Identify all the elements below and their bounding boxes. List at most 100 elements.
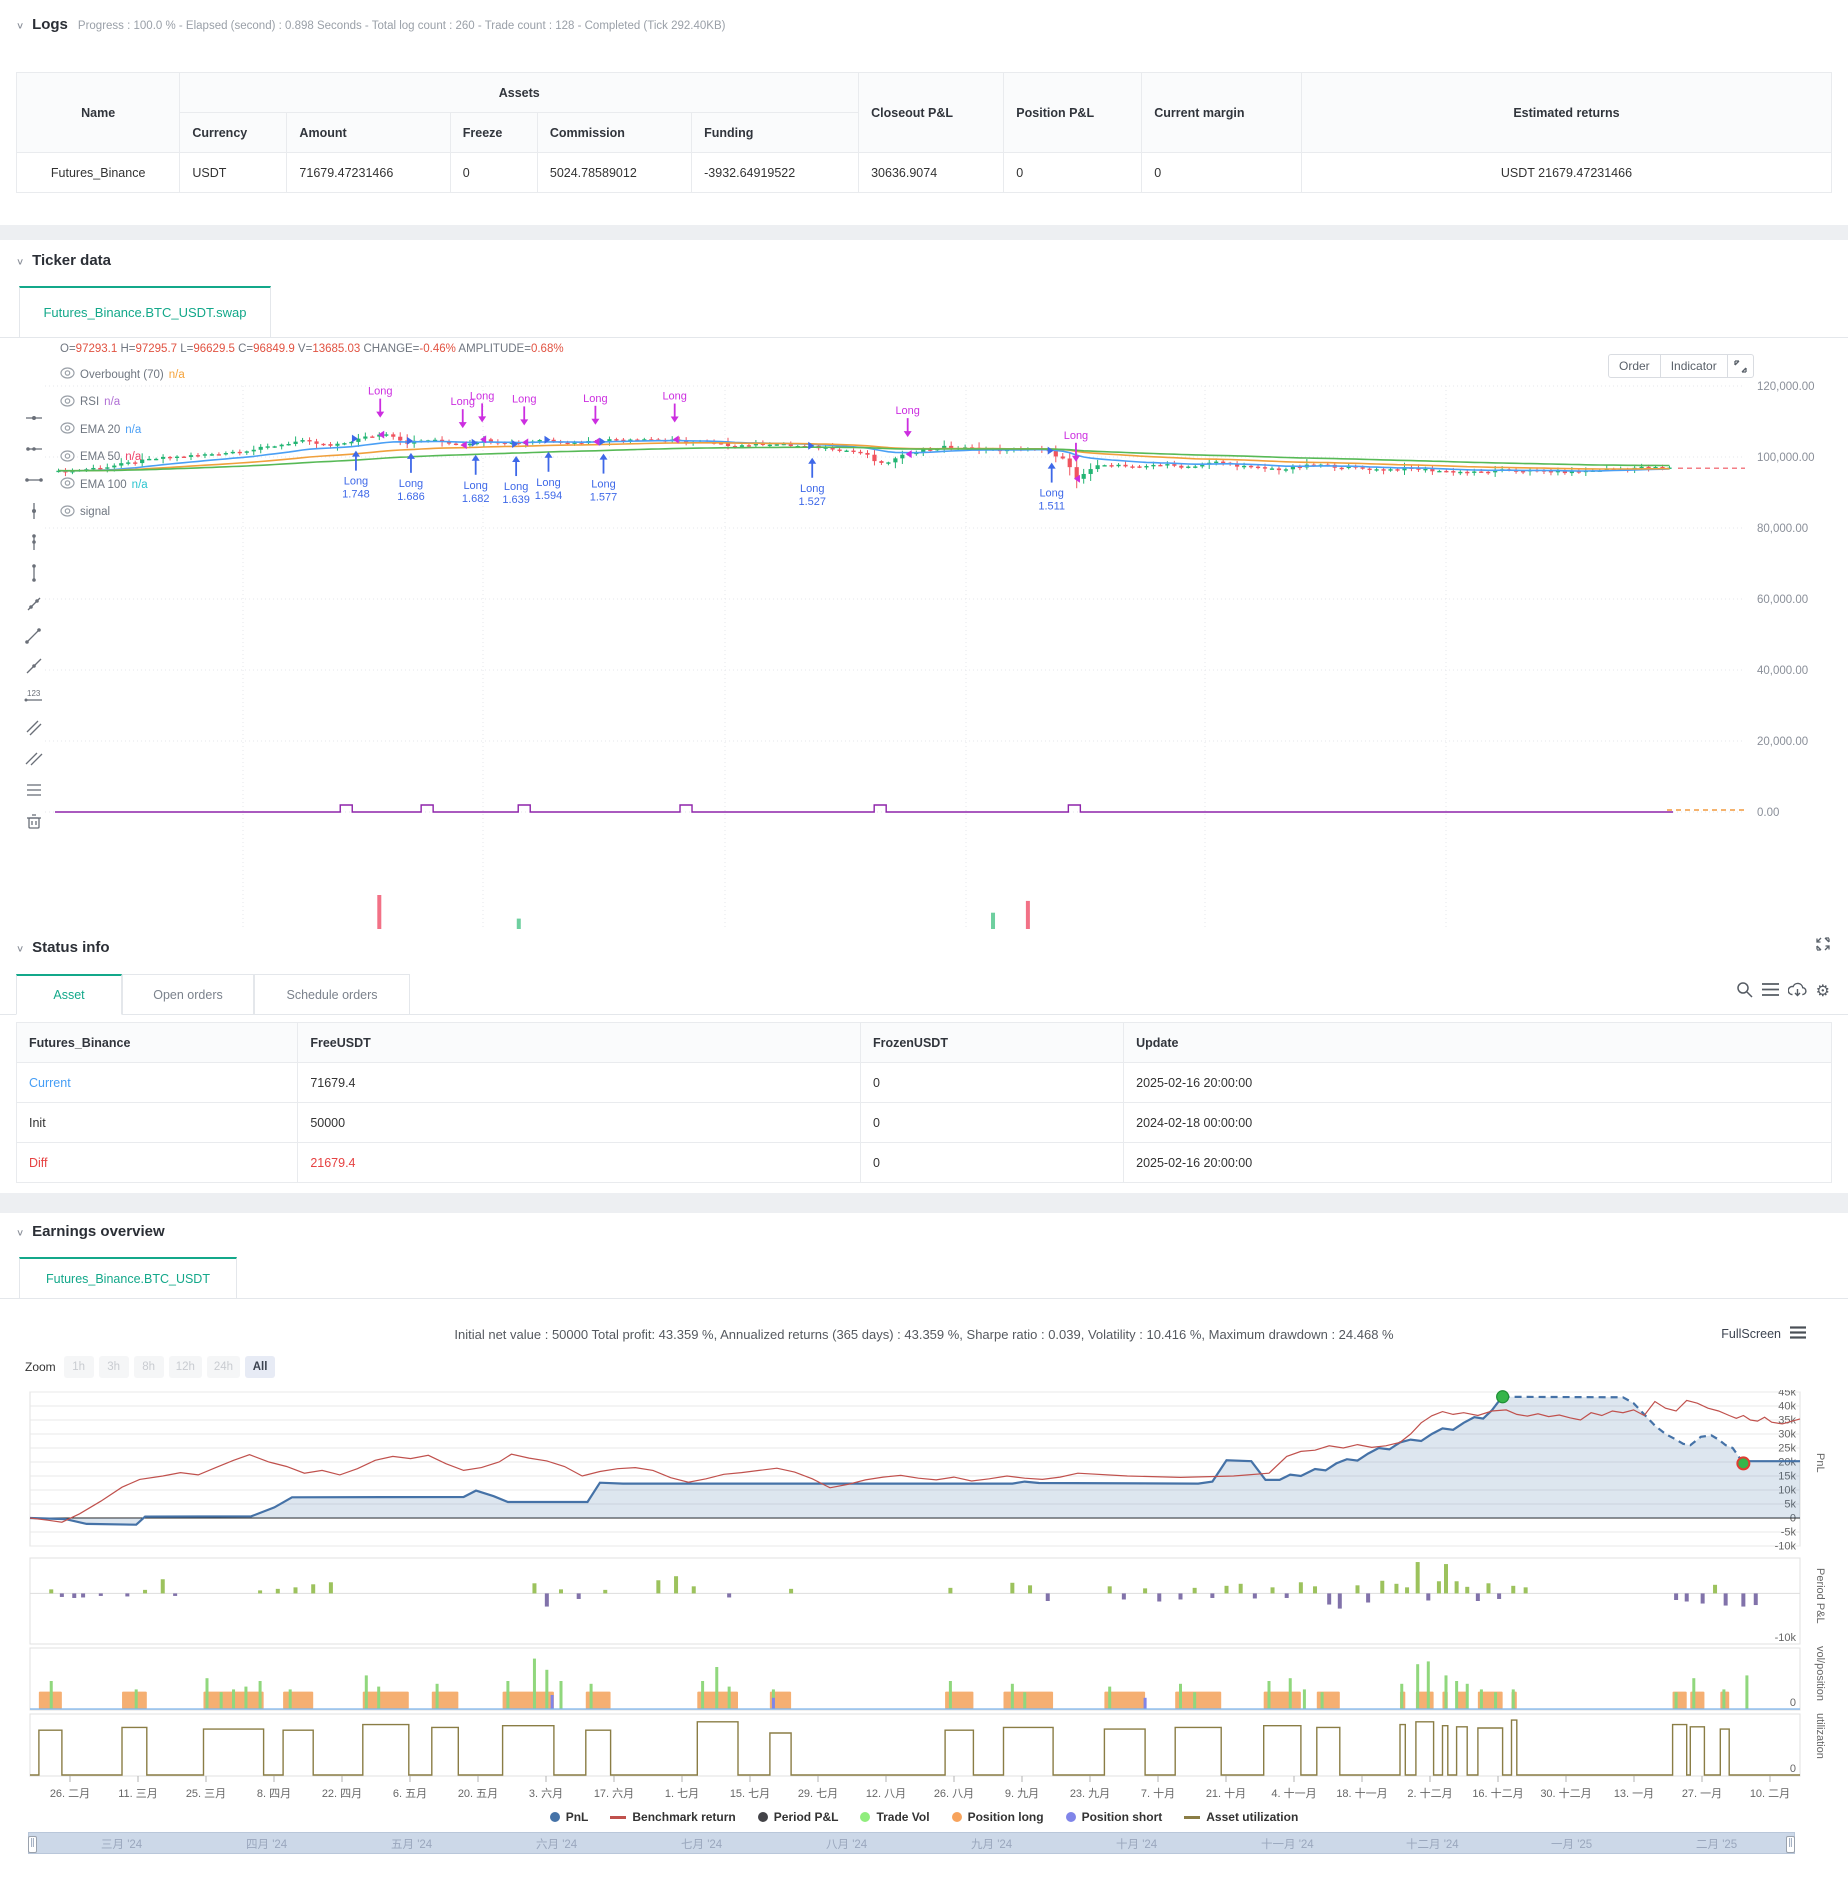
eye-icon[interactable] [60,477,75,492]
svg-text:10. 二月: 10. 二月 [1750,1788,1790,1800]
chart-fullscreen-icon[interactable] [1728,355,1753,377]
vertical-line-icon[interactable]: .f{fill:#6a6f78;stroke:none} [24,501,44,521]
parallel-channel-icon[interactable]: .f{fill:#6a6f78;stroke:none} [24,718,44,738]
svg-text:16. 十二月: 16. 十二月 [1472,1786,1523,1800]
indicator-button[interactable]: Indicator [1661,355,1728,377]
axis-title-vol-position: vol/position [1814,1646,1826,1702]
logs-progress-summary: Progress : 100.0 % - Elapsed (second) : … [77,20,726,32]
eye-icon[interactable] [60,394,75,410]
svg-text:Long: Long [583,393,607,405]
navigator-bar[interactable]: ‖ ‖ 三月 '24 四月 '24 五月 '24 六月 '24 七月 '24 八月 '24… [28,1832,1795,1854]
extended-line-icon[interactable]: .f{fill:#6a6f78;stroke:none} [24,656,44,676]
status-expand-icon[interactable] [1816,937,1830,954]
indicator-value: n/a [168,368,185,381]
cell-currency: USDT [179,152,288,193]
navigator-month-label: 十二月 '24 [1406,1839,1459,1851]
chart-action-buttons: Order Indicator [1608,354,1754,378]
indicator-label: signal [80,506,111,518]
order-button[interactable]: Order [1609,355,1661,377]
cell-update: 2025-02-16 20:00:00 [1123,1142,1832,1183]
navigator-month-label: 五月 '24 [391,1839,433,1851]
navigator-left-handle[interactable]: ‖ [28,1836,37,1853]
delete-icon[interactable]: .f{fill:#6a6f78;stroke:none} [24,811,44,831]
tab-futures-binance-btc-usdt-swap[interactable]: Futures_Binance.BTC_USDT.swap [19,286,271,338]
zoom-3h[interactable]: 3h [98,1356,129,1378]
earnings-chart[interactable]: 45k40k35k30k25k20k15k10k5k0-5k-10k-10k00… [0,1390,1848,1810]
zoom-all[interactable]: All [245,1356,276,1378]
indicator-row-rsi: RSI n/a [60,394,120,410]
legend-dot-swatch [549,1812,560,1822]
svg-text:25. 三月: 25. 三月 [186,1788,226,1800]
indicator-label: EMA 100 [80,478,127,491]
logs-table-row: Futures_Binance USDT 71679.47231466 0 50… [15,152,1833,193]
svg-text:40,000.00: 40,000.00 [1757,665,1808,677]
legend-item-position-short[interactable]: Position short [1065,1810,1162,1824]
svg-text:18. 十一月: 18. 十一月 [1336,1786,1387,1800]
trend-ray-icon[interactable]: .f{fill:#6a6f78;stroke:none} [24,625,44,645]
earnings-stats-line: Initial net value : 50000 Total profit: … [454,1327,1394,1342]
row-label-current[interactable]: Current [15,1062,299,1103]
navigator-right-handle[interactable]: ‖ [1786,1836,1795,1853]
pnl-line [29,1396,1504,1526]
vertical-segment-icon[interactable]: .f{fill:#6a6f78;stroke:none} [24,563,44,583]
legend-item-asset-utilization[interactable]: Asset utilization [1184,1810,1298,1824]
legend-item-benchmark-return[interactable]: Benchmark return [610,1810,736,1824]
svg-text:1.748: 1.748 [342,489,370,501]
eye-icon[interactable] [60,504,75,520]
collapse-chevron-icon[interactable]: ∨ [16,1228,25,1238]
svg-text:0: 0 [1790,1763,1796,1775]
collapse-chevron-icon[interactable]: ∨ [16,257,25,267]
status-title: Status info [32,939,110,956]
tab-label: Open orders [153,987,223,1002]
eye-icon[interactable] [60,449,75,465]
navigator-month-label: 九月 '24 [971,1839,1013,1851]
parallel-channel2-icon[interactable]: .f{fill:#6a6f78;stroke:none} [24,749,44,769]
legend-item-position-long[interactable]: Position long [951,1810,1044,1824]
col-amount: Amount [286,112,451,153]
cell-free: 71679.4 [297,1062,861,1103]
collapse-chevron-icon[interactable]: ∨ [16,21,25,31]
col-currency: Currency [179,112,288,153]
legend-item-trade-vol[interactable]: Trade Vol [860,1810,930,1824]
cross-line-icon[interactable]: .f{fill:#6a6f78;stroke:none} [24,408,44,428]
menu-icon[interactable] [1761,982,1779,1000]
zoom-1h[interactable]: 1h [63,1356,94,1378]
legend-label: Trade Vol [876,1810,930,1824]
horizontal-ray-icon[interactable]: .f{fill:#6a6f78;stroke:none} [24,439,44,459]
eye-icon[interactable] [60,367,75,382]
collapse-chevron-icon[interactable]: ∨ [16,944,25,954]
zoom-8h[interactable]: 8h [133,1356,164,1378]
tab-schedule-orders[interactable]: Schedule orders [254,974,410,1015]
cell-update: 2025-02-16 20:00:00 [1123,1062,1832,1103]
tab-futures-binance-btc-usdt[interactable]: Futures_Binance.BTC_USDT [19,1257,237,1299]
vertical-ray-icon[interactable]: .f{fill:#6a6f78;stroke:none} [24,532,44,552]
horizontal-segment-icon[interactable]: .f{fill:#6a6f78;stroke:none} [24,470,44,490]
eye-icon[interactable] [60,422,75,437]
legend-item-period-p-l[interactable]: Period P&L [757,1810,838,1824]
price-note-icon[interactable]: .f{fill:#6a6f78;stroke:none}123 [24,687,44,707]
earnings-section: ∨ Earnings overview Futures_Binance.BTC_… [0,1213,1848,1880]
cell-estimated-returns: USDT 21679.47231466 [1300,152,1833,193]
legend-item-pnl[interactable]: PnL [549,1810,588,1824]
cell-name: Futures_Binance [15,152,181,193]
indicator-row-overbought-70-: Overbought (70) n/a [60,367,185,382]
search-icon[interactable] [1736,981,1753,1001]
zoom-12h[interactable]: 12h [168,1356,202,1378]
horizontal-lines-icon[interactable]: .f{fill:#6a6f78;stroke:none} [24,780,44,800]
chart-menu-icon[interactable] [1790,1326,1806,1342]
svg-text:Long: Long [470,390,494,402]
col-futures-binance: Futures_Binance [15,1022,299,1063]
trend-line-icon[interactable]: .f{fill:#6a6f78;stroke:none} [24,594,44,614]
cell-frozen: 0 [859,1102,1125,1143]
ohlc-value: 13685.03 [312,343,364,355]
svg-text:20,000.00: 20,000.00 [1757,736,1808,748]
utilization-line [30,1719,1800,1776]
gear-icon[interactable]: ⚙ [1815,983,1830,1000]
zoom-24h[interactable]: 24h [206,1356,241,1378]
tab-open-orders[interactable]: Open orders [122,974,254,1015]
tab-label: Schedule orders [286,987,378,1002]
tab-asset[interactable]: Asset [16,974,122,1015]
cloud-download-icon[interactable] [1787,982,1807,1001]
fullscreen-button[interactable]: FullScreen [1721,1327,1781,1341]
ohlc-key: C= [238,343,254,355]
